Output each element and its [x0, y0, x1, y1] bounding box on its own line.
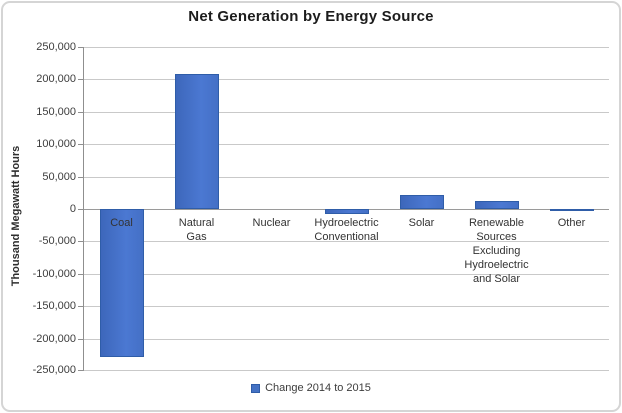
gridline	[84, 273, 609, 275]
gridline	[84, 176, 609, 178]
category-label-line: Sources	[476, 231, 517, 243]
y-tick-label: 100,000	[36, 138, 76, 151]
legend-marker-icon	[251, 383, 261, 393]
gridline	[84, 111, 609, 113]
legend: Change 2014 to 2015	[0, 382, 622, 394]
plot-area: Coal Natural Gas Nuclear Hydroelectric Conven…	[78, 47, 609, 371]
category-label-line: Other	[557, 217, 586, 229]
axis-tick-mark	[78, 306, 84, 308]
bar-solar	[399, 195, 444, 209]
axis-tick-mark	[78, 273, 84, 275]
y-tick-label: -50,000	[38, 235, 76, 248]
category-label-other: Other	[534, 216, 609, 230]
y-tick-label: 50,000	[42, 170, 76, 183]
category-label-line: Hydroelectric	[314, 217, 379, 229]
category-label-line: Conventional	[314, 231, 379, 243]
axis-tick-mark	[78, 176, 84, 178]
y-tick-label: 0	[69, 203, 76, 215]
category-label-natural-gas: Natural Gas	[159, 216, 234, 244]
axis-tick-mark	[78, 209, 84, 210]
category-label-hydroelectric-conventional: Hydroelectric Conventional	[309, 216, 384, 244]
y-tick-label: -150,000	[32, 300, 76, 313]
category-label-line: Hydroelectric	[464, 259, 529, 271]
y-tick-label: -250,000	[32, 364, 76, 376]
category-label-line: Solar	[408, 217, 435, 229]
category-label-renewable-sources-excluding-hydroelectric-and-solar: Renewable Sources Excluding Hydroelectric an…	[459, 216, 534, 286]
category-label-line: Gas	[186, 231, 207, 243]
axis-tick-mark	[78, 79, 84, 81]
bar-renewable-sources-excluding-hydroelectric-and-solar	[474, 201, 519, 209]
bar-hydroelectric-conventional	[324, 209, 369, 215]
axis-tick-mark	[78, 47, 84, 48]
y-tick-label: 150,000	[36, 105, 76, 118]
bar-other	[549, 209, 594, 211]
gridline	[84, 338, 609, 340]
axis-tick-mark	[78, 241, 84, 243]
y-axis-title: Thousand Megawatt Hours	[10, 145, 22, 287]
category-label-line: and Solar	[472, 273, 521, 285]
axis-tick-mark	[78, 144, 84, 146]
gridline	[84, 306, 609, 308]
gridline	[84, 370, 609, 371]
category-label-coal: Coal	[84, 216, 159, 230]
gridline	[84, 144, 609, 146]
bar-coal	[99, 209, 144, 358]
category-label-line: Excluding	[472, 245, 521, 257]
category-label-line: Natural	[178, 217, 215, 229]
y-tick-label: 200,000	[36, 73, 76, 86]
gridline	[84, 47, 609, 48]
y-tick-label: -100,000	[32, 267, 76, 280]
y-tick-label: -200,000	[32, 332, 76, 345]
axis-tick-mark	[78, 111, 84, 113]
axis-tick-mark	[78, 370, 84, 371]
y-tick-label: 250,000	[36, 41, 76, 53]
category-label-line: Coal	[110, 217, 133, 229]
category-label-line: Nuclear	[252, 217, 291, 229]
category-label-line: Renewable	[468, 217, 525, 229]
gridline	[84, 241, 609, 243]
legend-label: Change 2014 to 2015	[265, 382, 371, 394]
category-label-nuclear: Nuclear	[234, 216, 309, 230]
axis-tick-mark	[78, 338, 84, 340]
bar-natural-gas	[174, 73, 219, 209]
category-label-solar: Solar	[384, 216, 459, 230]
chart-title: Net Generation by Energy Source	[188, 8, 434, 25]
gridline	[84, 79, 609, 81]
